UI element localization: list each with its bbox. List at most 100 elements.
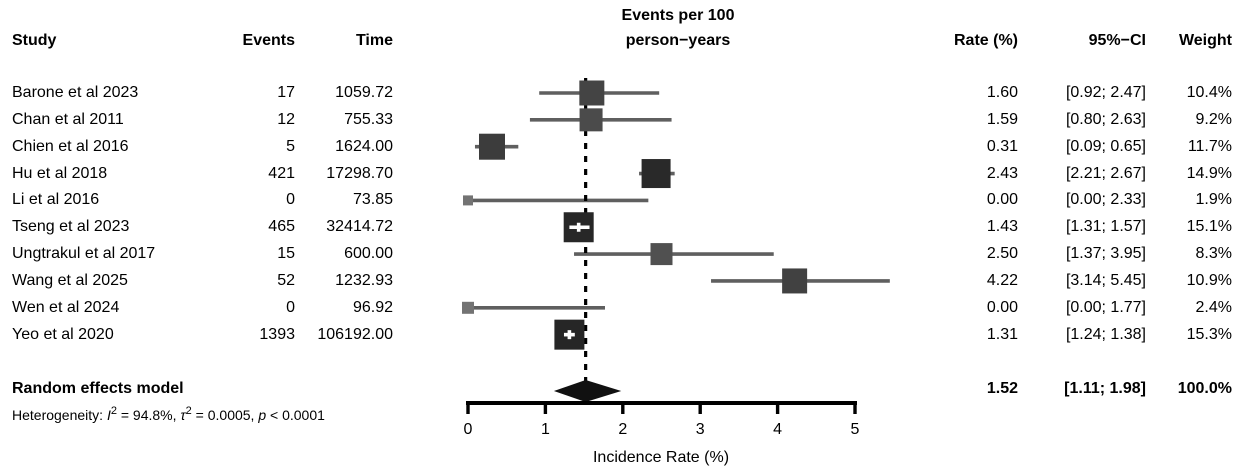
study-events: 0 [286, 191, 295, 209]
study-ci: [0.80; 2.63] [1065, 110, 1146, 128]
study-events: 1393 [259, 325, 295, 343]
study-name: Ungtrakul et al 2017 [12, 245, 156, 263]
study-weight: 15.3% [1186, 325, 1232, 343]
pooled-rate: 1.52 [986, 380, 1018, 397]
study-row: Tseng et al 2023 465 32414.72 1.43 [1.31… [0, 216, 1248, 238]
study-weight: 8.3% [1195, 245, 1232, 263]
study-ci: [1.31; 1.57] [1065, 218, 1146, 236]
study-rate: 2.50 [986, 245, 1018, 263]
study-name: Tseng et al 2023 [12, 218, 130, 236]
study-events: 12 [277, 110, 295, 128]
study-row: Yeo et al 2020 1393 106192.00 1.31 [1.24… [0, 324, 1248, 346]
column-header-ci: 95%−CI [1088, 32, 1146, 49]
study-row: Chan et al 2011 12 755.33 1.59 [0.80; 2.… [0, 109, 1248, 131]
study-ci: [0.00; 2.33] [1065, 191, 1146, 209]
study-events: 0 [286, 298, 295, 316]
column-header-time: Time [355, 32, 393, 49]
study-name: Li et al 2016 [12, 191, 100, 209]
study-weight: 9.2% [1195, 110, 1232, 128]
study-ci: [0.09; 0.65] [1065, 137, 1146, 155]
study-events: 17 [277, 84, 295, 101]
study-name: Chien et al 2016 [12, 137, 129, 155]
heterogeneity-text: p [258, 407, 267, 423]
study-row: Wang et al 2025 52 1232.93 4.22 [3.14; 5… [0, 270, 1248, 292]
pooled-ci: [1.11; 1.98] [1064, 380, 1146, 397]
study-rate: 1.60 [986, 84, 1018, 101]
study-weight: 1.9% [1195, 191, 1232, 209]
study-ci: [2.21; 2.67] [1065, 164, 1146, 182]
study-row: Barone et al 2023 17 1059.72 1.60 [0.92;… [0, 82, 1248, 104]
study-name: Yeo et al 2020 [12, 325, 114, 343]
heterogeneity-text: 2 [110, 405, 117, 417]
study-time: 73.85 [352, 191, 393, 209]
study-ci: [0.92; 2.47] [1065, 84, 1146, 101]
pooled-weight: 100.0% [1177, 380, 1232, 397]
x-axis-tick-label: 4 [773, 421, 783, 438]
x-axis-tick-label: 2 [618, 421, 628, 438]
study-time: 17298.70 [326, 164, 393, 182]
x-axis-tick-label: 3 [695, 421, 705, 438]
study-time: 1059.72 [335, 84, 393, 101]
study-name: Hu et al 2018 [12, 164, 108, 182]
study-ci: [3.14; 5.45] [1065, 271, 1146, 289]
study-time: 96.92 [352, 298, 393, 316]
x-axis-tick-label: 1 [540, 421, 550, 438]
study-events: 52 [277, 271, 295, 289]
study-rate: 0.00 [986, 191, 1018, 209]
study-time: 32414.72 [326, 218, 393, 236]
study-row: Ungtrakul et al 2017 15 600.00 2.50 [1.3… [0, 243, 1248, 265]
study-events: 15 [277, 245, 295, 263]
study-events: 5 [286, 137, 295, 155]
study-ci: [1.37; 3.95] [1065, 245, 1146, 263]
study-time: 106192.00 [317, 325, 393, 343]
heterogeneity-text: = 0.0005, [191, 407, 259, 423]
study-row: Hu et al 2018 421 17298.70 2.43 [2.21; 2… [0, 163, 1248, 185]
study-name: Barone et al 2023 [12, 84, 139, 101]
heterogeneity-note: Heterogeneity: I2 = 94.8%, τ2 = 0.0005, … [12, 405, 325, 425]
study-weight: 11.7% [1187, 137, 1232, 155]
study-rate: 2.43 [986, 164, 1018, 182]
study-time: 600.00 [344, 245, 393, 263]
column-header-events: Events [242, 32, 295, 49]
study-rate: 1.31 [986, 325, 1018, 343]
study-name: Wen et al 2024 [12, 298, 120, 316]
x-axis-tick-label: 0 [463, 421, 473, 438]
plot-title-line2: person−years [625, 32, 731, 49]
study-name: Chan et al 2011 [12, 110, 124, 128]
pooled-diamond [553, 380, 622, 402]
heterogeneity-text: < 0.0001 [266, 407, 325, 423]
column-header-study: Study [12, 32, 57, 49]
column-header-weight: Weight [1178, 32, 1232, 49]
study-rate: 0.00 [986, 298, 1018, 316]
study-weight: 10.9% [1186, 271, 1232, 289]
pooled-label: Random effects model [12, 380, 184, 397]
x-axis-tick-label: 5 [850, 421, 860, 438]
study-weight: 10.4% [1186, 84, 1232, 101]
study-events: 421 [268, 164, 295, 182]
study-row: Chien et al 2016 5 1624.00 0.31 [0.09; 0… [0, 136, 1248, 158]
study-ci: [1.24; 1.38] [1065, 325, 1146, 343]
x-axis-label: Incidence Rate (%) [592, 449, 730, 466]
heterogeneity-text: I [106, 407, 111, 423]
study-rate: 1.59 [986, 110, 1018, 128]
study-name: Wang et al 2025 [12, 271, 128, 289]
study-ci: [0.00; 1.77] [1065, 298, 1146, 316]
study-rate: 1.43 [986, 218, 1018, 236]
study-weight: 15.1% [1186, 218, 1232, 236]
study-time: 1624.00 [335, 137, 393, 155]
study-weight: 14.9% [1186, 164, 1232, 182]
study-time: 755.33 [344, 110, 393, 128]
study-rate: 0.31 [986, 137, 1018, 155]
study-events: 465 [268, 218, 295, 236]
study-weight: 2.4% [1195, 298, 1232, 316]
study-row: Li et al 2016 0 73.85 0.00 [0.00; 2.33] … [0, 189, 1248, 211]
study-row: Wen et al 2024 0 96.92 0.00 [0.00; 1.77]… [0, 297, 1248, 319]
heterogeneity-text: τ [180, 407, 186, 423]
study-rate: 4.22 [986, 271, 1018, 289]
heterogeneity-text: = 94.8%, [116, 407, 181, 423]
column-header-rate: Rate (%) [953, 32, 1018, 49]
heterogeneity-text: 2 [185, 405, 192, 417]
heterogeneity-text: Heterogeneity: [12, 407, 107, 423]
study-time: 1232.93 [335, 271, 393, 289]
